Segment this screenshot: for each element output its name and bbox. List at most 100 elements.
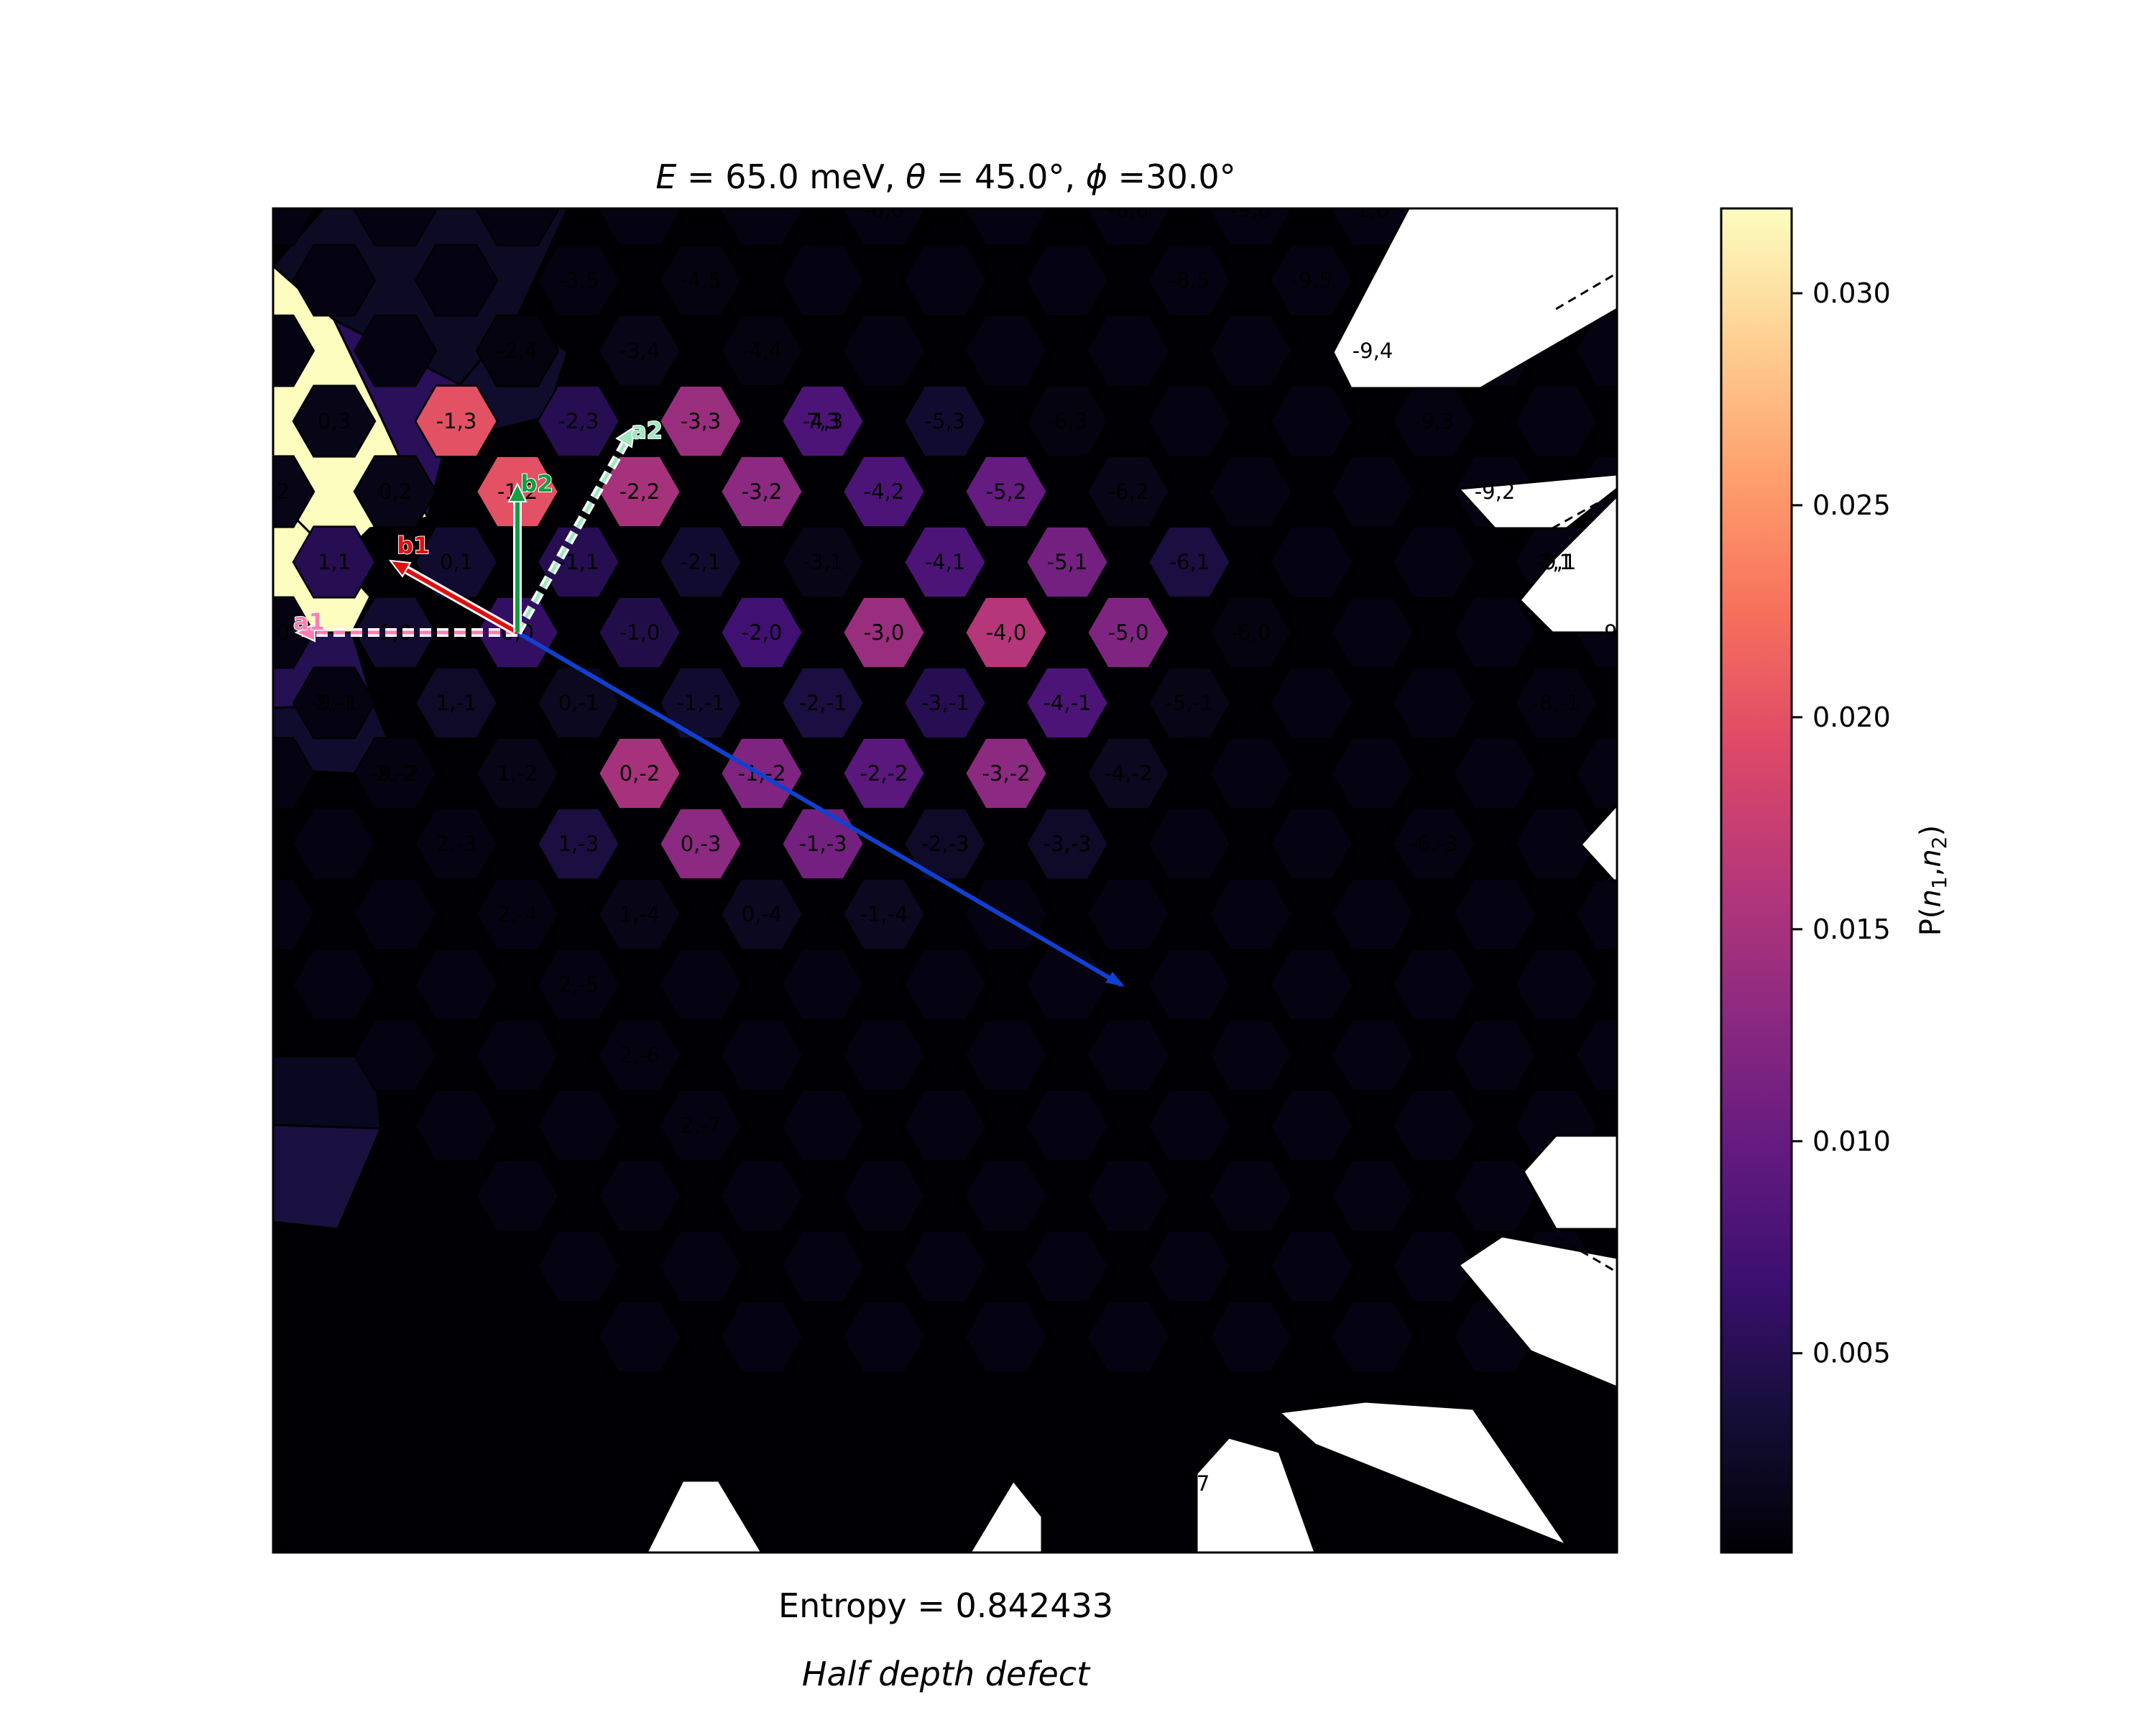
colorbar-label: P(n1,n2) bbox=[1915, 825, 1951, 936]
cell-label: -3,-2 bbox=[982, 761, 1030, 786]
hex-cell-bg bbox=[1452, 1159, 1537, 1233]
cell-label: -5,2 bbox=[986, 479, 1027, 504]
hex-cell bbox=[353, 455, 438, 528]
cell-label: 1,-4 bbox=[619, 902, 660, 926]
hex-cell-bg bbox=[658, 1230, 743, 1303]
hex-cell-bg bbox=[475, 208, 560, 247]
hex-cell bbox=[536, 666, 621, 740]
hex-cell-bg bbox=[1147, 1230, 1232, 1303]
hex-cell-bg bbox=[1086, 878, 1171, 951]
hex-cell-bg bbox=[719, 1018, 804, 1092]
cell-label: -3,2 bbox=[742, 479, 783, 504]
cell-label: 0,-4 bbox=[742, 902, 783, 926]
hex-cell-bg bbox=[842, 314, 926, 387]
vector-a2-head bbox=[615, 425, 636, 448]
plot-frame bbox=[272, 207, 1618, 1554]
chart-title: E = 65.0 meV, θ = 45.0°, ϕ =30.0° bbox=[655, 157, 1235, 196]
voronoi-cell-dark-7 bbox=[273, 1055, 382, 1130]
vector-b2-label: b2 bbox=[520, 470, 553, 497]
empty-region-right-1 bbox=[1456, 473, 1617, 530]
edge-label: 7,3 bbox=[806, 409, 839, 433]
hex-cell bbox=[1086, 737, 1171, 810]
cell-label: -4,-2 bbox=[1104, 761, 1152, 786]
hex-cell-bg bbox=[273, 878, 315, 951]
plot-area: 0,0-1,0-2,0-3,0-4,0-5,0-6,01,-10,-1-1,-1… bbox=[257, 198, 1638, 1552]
hex-cell bbox=[475, 314, 560, 387]
hex-cell-bg bbox=[353, 208, 438, 247]
edge-label: 2,0 bbox=[257, 620, 290, 645]
cell-label: -3,1 bbox=[803, 550, 844, 574]
edge-label: -9,0 bbox=[1597, 620, 1638, 645]
hex-cell-bg bbox=[1391, 948, 1476, 1021]
vector-b1-core bbox=[397, 564, 519, 635]
hex-cell-bg bbox=[1391, 666, 1476, 740]
hex-cell bbox=[414, 385, 499, 458]
hex-cell-bg bbox=[1575, 737, 1617, 810]
cell-label: -4,-1 bbox=[1043, 691, 1091, 715]
hex-cell-bg bbox=[1330, 737, 1415, 810]
hex-cell bbox=[414, 666, 499, 740]
edge-label: -8,6 bbox=[1108, 198, 1149, 222]
hex-cell bbox=[780, 666, 865, 740]
colorbar-gradient bbox=[1720, 207, 1793, 1554]
hex-cell-bg bbox=[536, 244, 621, 317]
edge-label: -6,6 bbox=[864, 198, 905, 222]
cell-label: -2,4 bbox=[497, 339, 538, 363]
hex-cell-bg bbox=[903, 1089, 987, 1162]
hex-cell bbox=[475, 737, 560, 810]
colorbar-tick-label: 0.010 bbox=[1812, 1126, 1891, 1157]
vector-b1-head bbox=[388, 559, 412, 578]
hex-cell-bg bbox=[353, 878, 438, 951]
edge-label: -9,-2 bbox=[371, 761, 419, 786]
hex-cell-bg bbox=[1330, 878, 1415, 951]
hex-cell-bg bbox=[1025, 1089, 1110, 1162]
hex-cell bbox=[1086, 596, 1171, 669]
hex-cell-bg bbox=[842, 1300, 926, 1374]
hex-cell-bg bbox=[1269, 385, 1354, 458]
hex-cell bbox=[842, 737, 926, 810]
hex-cell-bg bbox=[1514, 666, 1598, 740]
cell-label: -5,3 bbox=[925, 409, 966, 433]
hex-cell-bg bbox=[353, 737, 438, 810]
hex-cell-bg bbox=[1514, 807, 1598, 880]
empty-region-right-4 bbox=[1522, 1134, 1617, 1230]
hex-cell-bg bbox=[1269, 244, 1354, 317]
cell-label: -1,-4 bbox=[860, 902, 908, 926]
hex-cell-bg bbox=[1452, 878, 1537, 951]
hex-cell bbox=[658, 385, 743, 458]
cell-label: -4,1 bbox=[925, 550, 966, 574]
edge-label: 2,-5 bbox=[558, 972, 599, 997]
hex-cell-bg bbox=[597, 208, 682, 247]
hex-cell bbox=[842, 596, 926, 669]
hex-cell-bg bbox=[597, 1159, 682, 1233]
vector-a1-head bbox=[294, 622, 315, 643]
cell-label: -2,3 bbox=[558, 409, 599, 433]
hex-cell bbox=[780, 525, 865, 599]
hex-cell-bg bbox=[1575, 878, 1617, 951]
cell-label: -3,-1 bbox=[921, 691, 969, 715]
cell-label: -4,4 bbox=[742, 339, 783, 363]
vector-a2-core bbox=[515, 434, 632, 634]
hex-cell-bg bbox=[903, 1230, 987, 1303]
hex-cell-bg bbox=[475, 1018, 560, 1092]
hex-cell-bg bbox=[273, 208, 315, 247]
cell-label: -2,-1 bbox=[798, 691, 847, 715]
cell-label: -3,-3 bbox=[1043, 832, 1091, 856]
entropy-text: Entropy = 0.842433 bbox=[778, 1586, 1113, 1625]
hex-cell-bg bbox=[903, 948, 987, 1021]
hex-cell-bg bbox=[536, 1089, 621, 1162]
hex-cell-bg bbox=[1391, 807, 1476, 880]
edge-label: -8,5 bbox=[1169, 268, 1210, 293]
edge-label: -9,4 bbox=[1353, 339, 1393, 363]
hex-cell bbox=[658, 244, 743, 317]
edge-label: 2,-3 bbox=[436, 832, 477, 856]
empty-region-bottom-3 bbox=[969, 1478, 1044, 1552]
cell-label: 1,1 bbox=[318, 550, 351, 574]
hex-cell bbox=[658, 525, 743, 599]
hex-cell-bg bbox=[414, 948, 499, 1021]
hex-cell bbox=[597, 314, 682, 387]
cell-label: -2,-2 bbox=[860, 761, 908, 786]
hex-cell-bg bbox=[1330, 1300, 1415, 1374]
empty-region-bottom-2 bbox=[645, 1479, 763, 1552]
cell-label: 0,2 bbox=[379, 479, 412, 504]
